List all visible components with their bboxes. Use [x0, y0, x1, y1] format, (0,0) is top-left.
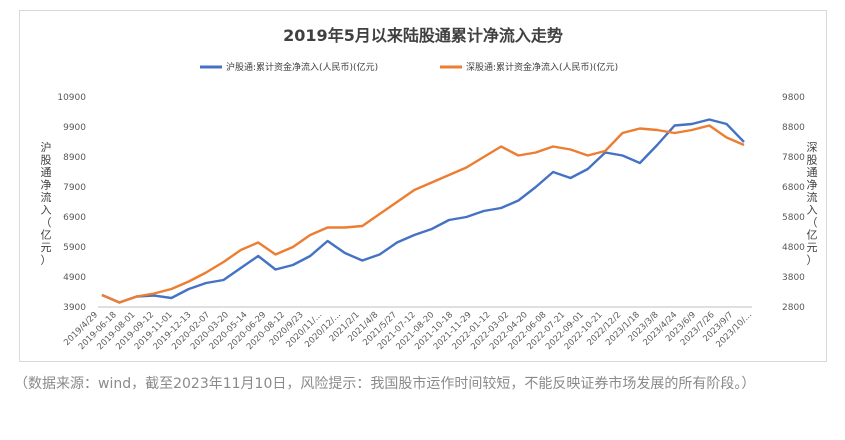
y-right-tick-label: 5800 [782, 213, 805, 223]
y-left-tick-label: 10900 [57, 93, 86, 103]
y-left-tick-label: 7900 [63, 183, 86, 193]
y-right-tick-label: 3800 [782, 273, 805, 283]
series-line-1 [101, 118, 745, 304]
legend-label-2: 深股通:累计资金净流入(人民币)(亿元) [466, 61, 618, 73]
chart-title: 2019年5月以来陆股通累计净流入走势 [283, 26, 563, 45]
y-right-axis-title: 深股通净流入（亿元） [807, 141, 818, 267]
y-left-tick-label: 9900 [63, 123, 86, 133]
y-right-tick-label: 9800 [782, 93, 805, 103]
y-left-axis-title: 沪股通净流入（亿元） [41, 140, 52, 267]
y-right-tick-label: 2800 [782, 303, 805, 313]
source-caption: （数据来源：wind，截至2023年11月10日，风险提示：我国股市运作时间较短… [14, 376, 756, 392]
y-right-tick-label: 7800 [782, 153, 805, 163]
y-right-tick-label: 8800 [782, 123, 805, 133]
y-right-tick-label: 6800 [782, 183, 805, 193]
chart-frame: 2019年5月以来陆股通累计净流入走势沪股通:累计资金净流入(人民币)(亿元) 深… [19, 10, 827, 362]
y-left-tick-label: 4900 [63, 273, 86, 283]
y-left-tick-label: 5900 [63, 243, 86, 253]
y-left-tick-label: 3900 [63, 303, 86, 313]
y-right-tick-label: 4800 [782, 243, 805, 253]
series-line-2 [101, 124, 745, 304]
y-left-tick-label: 8900 [63, 153, 86, 163]
legend-label-1: 沪股通:累计资金净流入(人民币)(亿元) [226, 61, 378, 73]
y-left-tick-label: 6900 [63, 213, 86, 223]
